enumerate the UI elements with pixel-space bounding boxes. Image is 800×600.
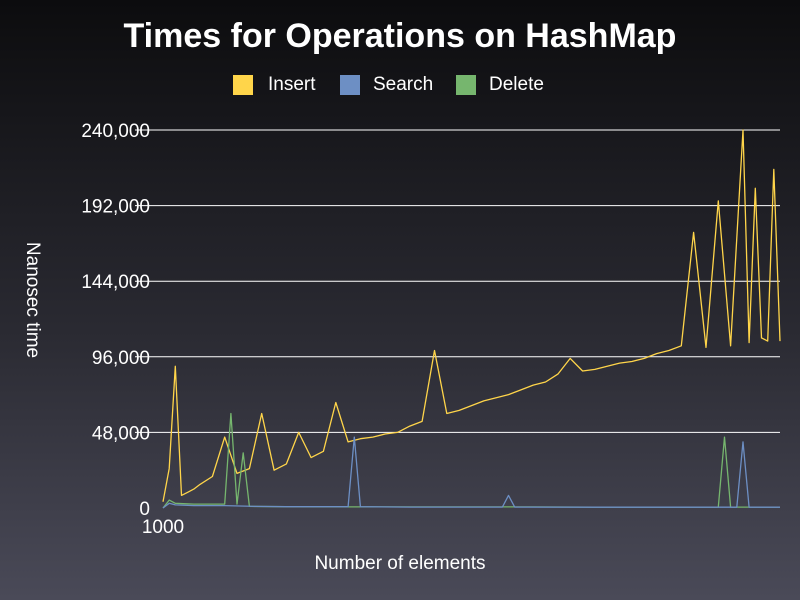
series-line-delete xyxy=(162,412,780,509)
y-axis-ticks: 0 48,000 96,000 144,000 192,000 240,000 xyxy=(81,121,150,520)
legend-item-insert: Insert xyxy=(233,74,316,95)
legend: Insert Search Delete xyxy=(233,74,544,95)
legend-label-search: Search xyxy=(373,74,433,95)
gridlines xyxy=(135,129,780,433)
y-tick-label-192000: 192,000 xyxy=(81,197,150,218)
y-axis-label: Nanosec time xyxy=(22,242,43,358)
legend-swatch-insert xyxy=(233,75,253,95)
legend-label-delete: Delete xyxy=(489,74,544,95)
y-tick-label-96000: 96,000 xyxy=(92,348,150,369)
y-tick-label-0: 0 xyxy=(139,499,150,520)
y-tick-label-240000: 240,000 xyxy=(81,121,150,142)
legend-label-insert: Insert xyxy=(268,74,316,95)
legend-swatch-delete xyxy=(456,75,476,95)
y-tick-label-144000: 144,000 xyxy=(81,272,150,293)
x-axis-label: Number of elements xyxy=(314,553,485,574)
y-tick-label-48000: 48,000 xyxy=(92,423,150,444)
series-line-search xyxy=(162,436,780,509)
series-lines xyxy=(162,129,781,509)
chart-title: Times for Operations on HashMap xyxy=(124,17,677,55)
legend-item-delete: Delete xyxy=(456,74,544,95)
series-line-insert xyxy=(162,129,781,502)
legend-swatch-search xyxy=(340,75,360,95)
x-tick-label-1000: 1000 xyxy=(142,517,184,538)
legend-item-search: Search xyxy=(340,74,433,95)
